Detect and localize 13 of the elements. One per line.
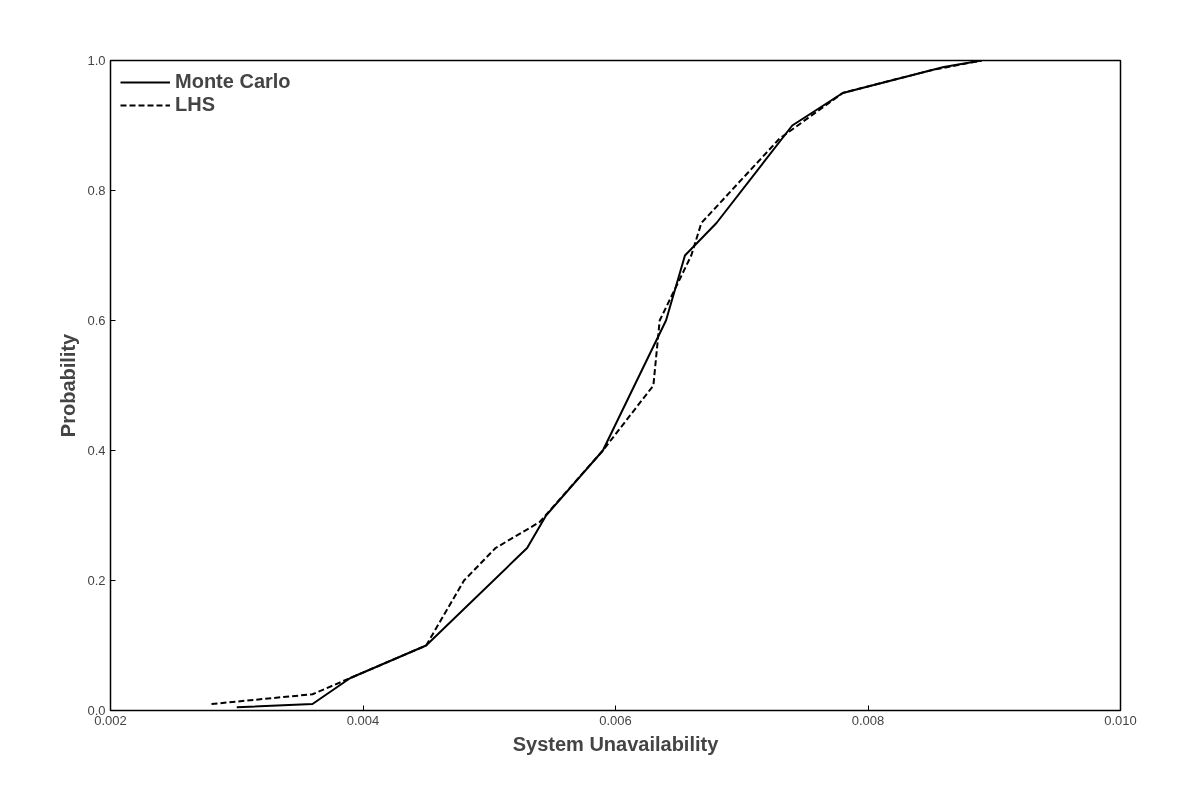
x-axis-title: System Unavailability [512, 732, 720, 755]
y-tick-label: 0.4 [87, 443, 106, 458]
legend-label: LHS [175, 93, 215, 116]
x-tick-label: 0.010 [1104, 712, 1137, 728]
y-tick-label: 0.8 [87, 183, 106, 198]
y-tick-label: 0.2 [87, 573, 106, 588]
y-tick-label: 0.6 [87, 313, 106, 328]
x-tick-label: 0.006 [599, 712, 632, 728]
y-tick-label: 1.0 [87, 53, 106, 68]
legend-label: Monte Carlo [175, 70, 291, 93]
x-tick-label: 0.008 [851, 712, 885, 728]
x-tick-label: 0.004 [346, 712, 380, 728]
y-axis-title: Probability [57, 332, 80, 438]
